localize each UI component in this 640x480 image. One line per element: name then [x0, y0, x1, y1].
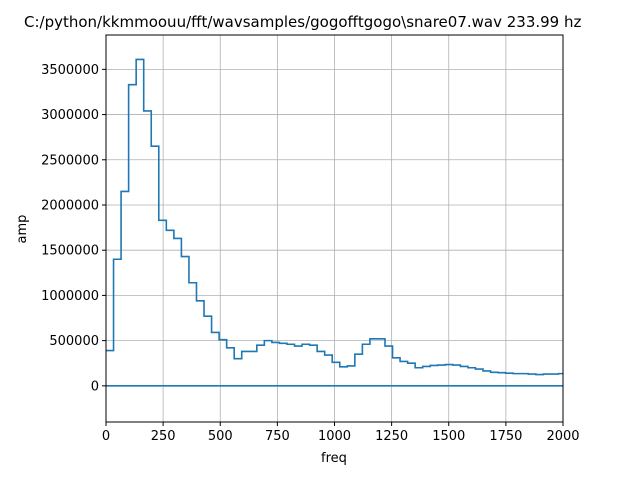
y-tick-label: 500000 — [49, 334, 99, 349]
y-tick-label: 3000000 — [41, 108, 99, 123]
y-tick-label: 2500000 — [41, 153, 99, 168]
x-axis-ticks: 0 250 500 750 1000 1250 1500 1750 2000 — [102, 422, 580, 444]
y-tick-label: 1000000 — [41, 289, 99, 304]
x-axis-label: freq — [321, 451, 347, 466]
y-tick-label: 0 — [91, 379, 99, 394]
y-tick-label: 1500000 — [41, 244, 99, 259]
x-tick-label: 1000 — [318, 429, 351, 444]
y-tick-label: 2000000 — [41, 198, 99, 213]
x-tick-label: 500 — [208, 429, 233, 444]
x-tick-label: 0 — [102, 429, 110, 444]
x-tick-label: 1750 — [489, 429, 522, 444]
x-tick-label: 750 — [265, 429, 290, 444]
x-tick-label: 1250 — [375, 429, 408, 444]
grid — [105, 35, 564, 422]
y-axis-ticks: 0 500000 1000000 1500000 2000000 2500000 30000… — [41, 63, 106, 394]
series-group — [106, 58, 563, 387]
chart-title: C:/python/kkmmoouu/fft/wavsamples/gogoff… — [24, 13, 581, 31]
y-axis-label: amp — [15, 215, 30, 244]
x-tick-label: 2000 — [546, 429, 579, 444]
x-tick-label: 1500 — [432, 429, 465, 444]
x-tick-label: 250 — [151, 429, 176, 444]
y-tick-label: 3500000 — [41, 63, 99, 78]
spectrum-step-line — [106, 58, 563, 376]
